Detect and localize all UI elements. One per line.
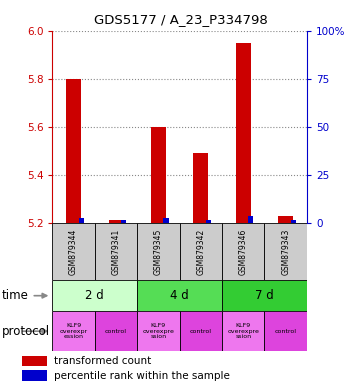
Text: KLF9
overexpre
ssion: KLF9 overexpre ssion: [227, 323, 259, 339]
Text: transformed count: transformed count: [54, 356, 151, 366]
Text: GSM879344: GSM879344: [69, 228, 78, 275]
Bar: [264, 311, 307, 351]
Bar: [206, 220, 211, 223]
Bar: [278, 215, 293, 223]
Bar: [193, 153, 208, 223]
Text: control: control: [190, 329, 212, 334]
Bar: [236, 43, 251, 223]
Bar: [121, 220, 126, 223]
Text: protocol: protocol: [2, 325, 50, 338]
Text: 2 d: 2 d: [86, 289, 104, 302]
Text: KLF9
overexpre
ssion: KLF9 overexpre ssion: [143, 323, 174, 339]
Bar: [264, 223, 307, 280]
Bar: [95, 311, 137, 351]
Text: time: time: [2, 289, 29, 302]
Bar: [164, 218, 169, 223]
Text: GDS5177 / A_23_P334798: GDS5177 / A_23_P334798: [93, 13, 268, 26]
Bar: [95, 223, 137, 280]
Text: GSM879342: GSM879342: [196, 228, 205, 275]
Bar: [52, 311, 95, 351]
Bar: [79, 218, 84, 223]
Text: percentile rank within the sample: percentile rank within the sample: [54, 371, 230, 381]
Text: GSM879341: GSM879341: [112, 228, 121, 275]
Bar: [109, 220, 123, 223]
Text: 7 d: 7 d: [255, 289, 274, 302]
Bar: [66, 79, 81, 223]
Text: control: control: [275, 329, 297, 334]
Bar: [222, 223, 264, 280]
Bar: [248, 215, 253, 223]
Bar: [52, 280, 137, 311]
Bar: [179, 223, 222, 280]
Bar: [151, 127, 166, 223]
Bar: [137, 311, 179, 351]
Bar: [222, 311, 264, 351]
Text: GSM879343: GSM879343: [281, 228, 290, 275]
Text: KLF9
overexpr
ession: KLF9 overexpr ession: [60, 323, 88, 339]
Bar: [222, 280, 307, 311]
Text: control: control: [105, 329, 127, 334]
Text: GSM879345: GSM879345: [154, 228, 163, 275]
Bar: [22, 370, 47, 381]
Bar: [52, 223, 95, 280]
Text: GSM879346: GSM879346: [239, 228, 248, 275]
Bar: [22, 356, 47, 366]
Bar: [179, 311, 222, 351]
Bar: [137, 280, 222, 311]
Text: 4 d: 4 d: [170, 289, 189, 302]
Bar: [137, 223, 179, 280]
Bar: [291, 220, 296, 223]
